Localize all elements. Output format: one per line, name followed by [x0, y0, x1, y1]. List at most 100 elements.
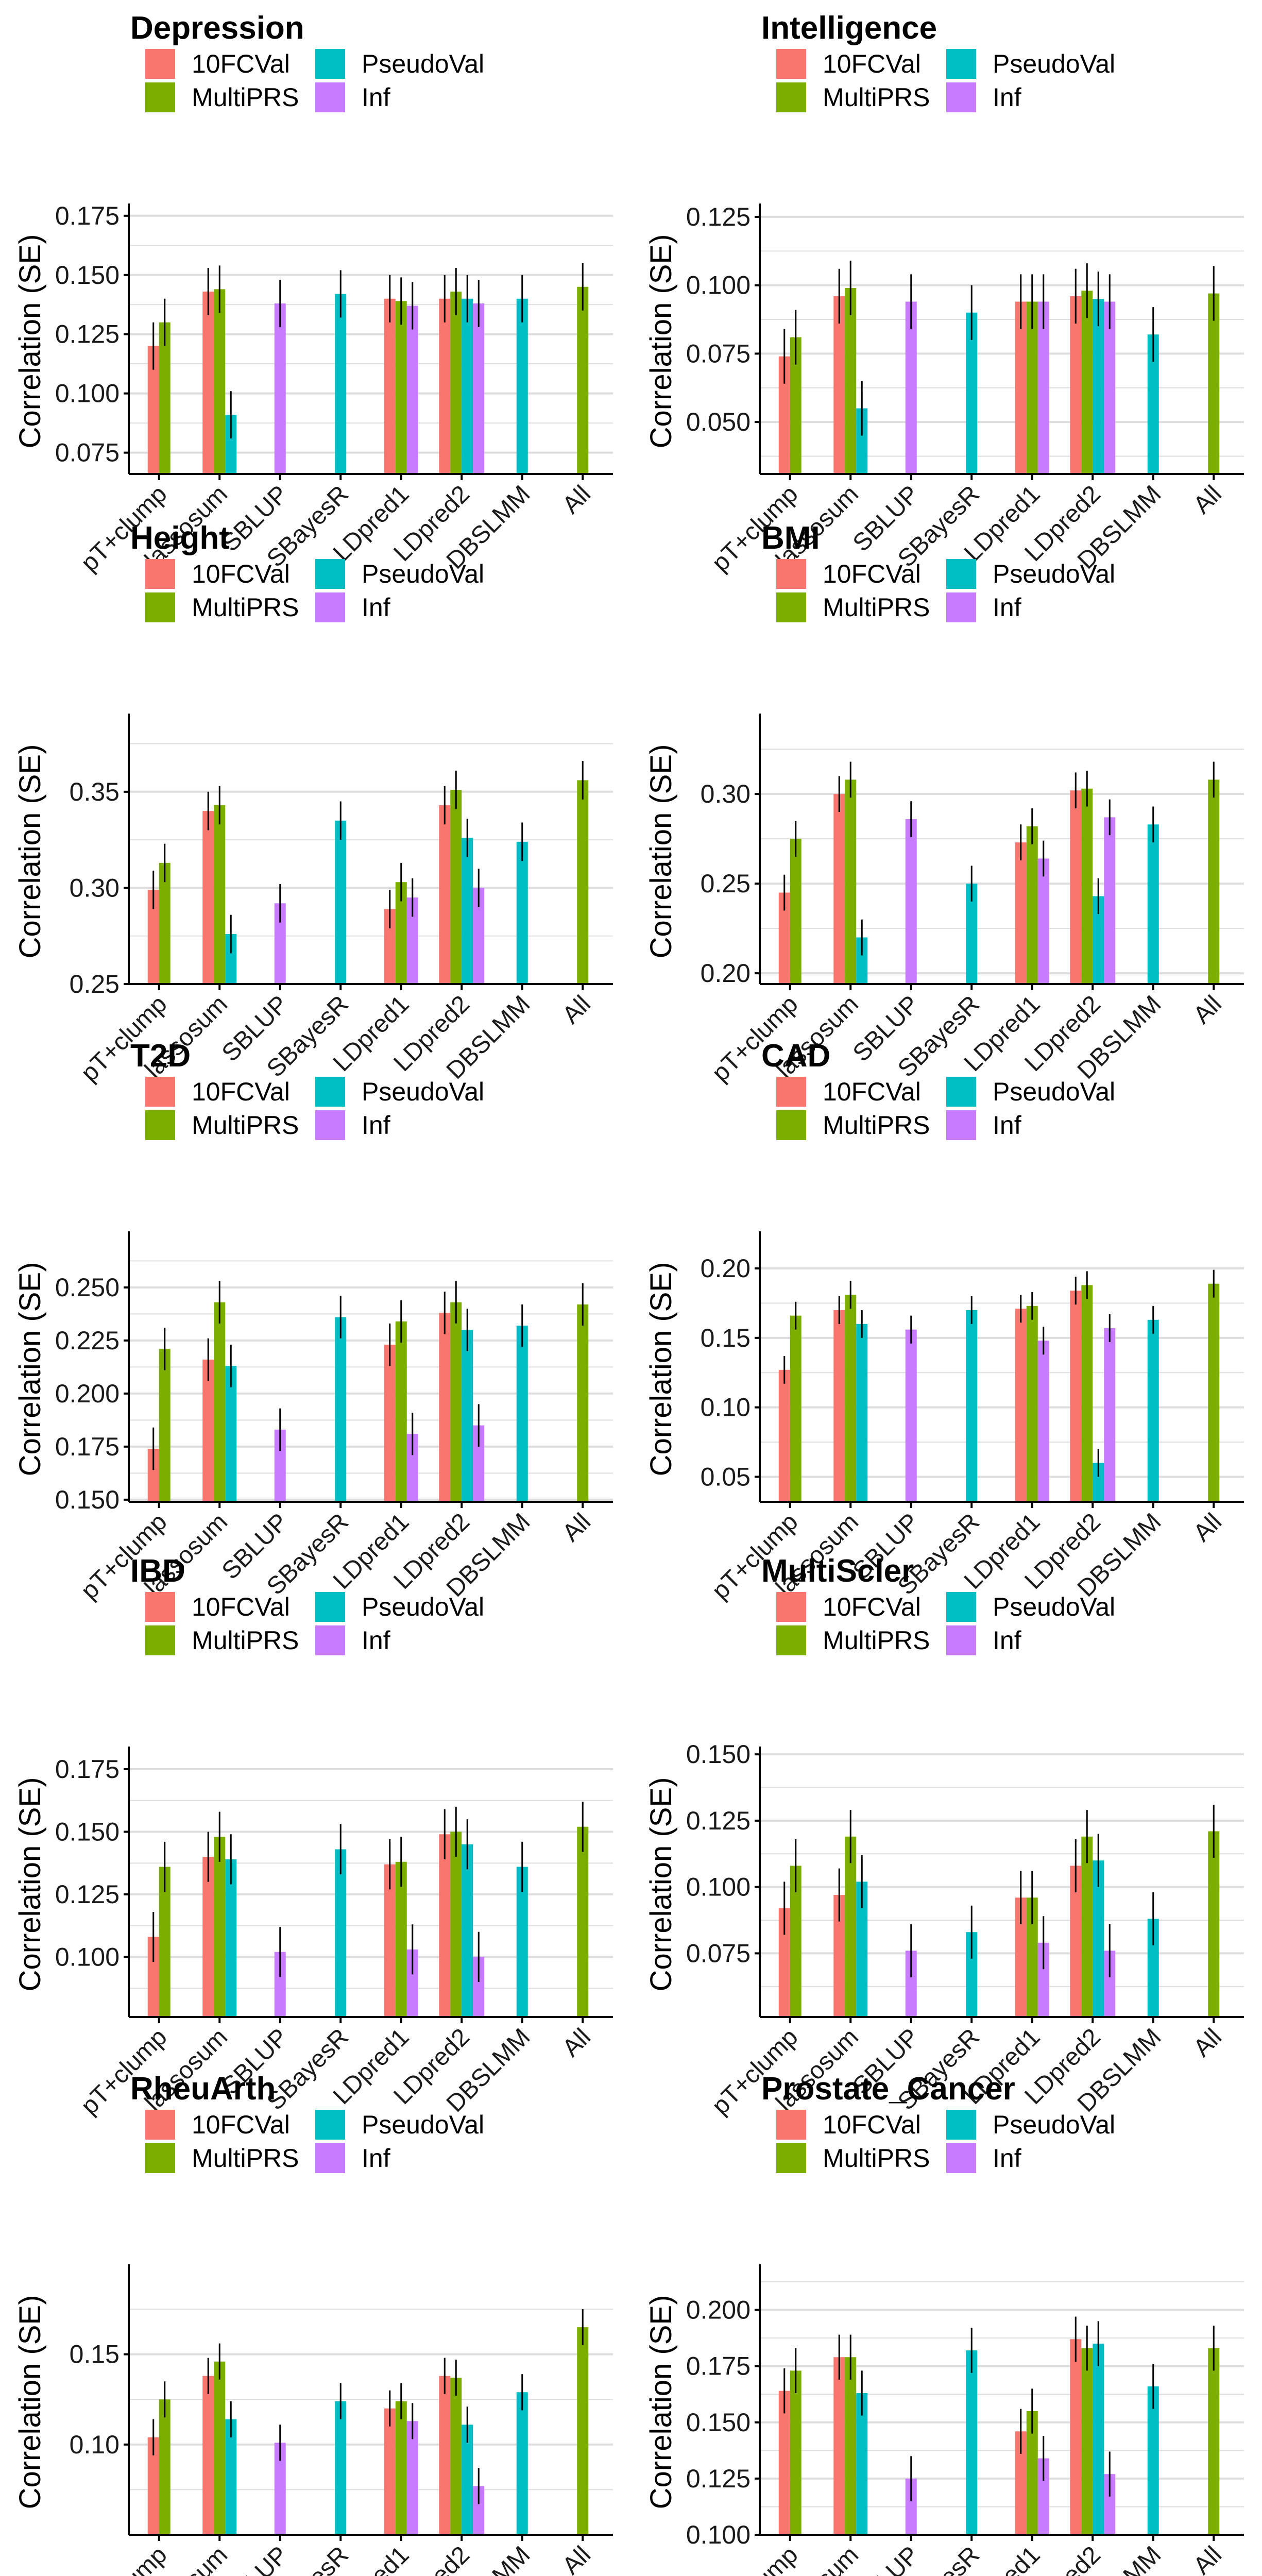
- legend-item: MultiPRS: [776, 2143, 930, 2173]
- legend-item: Inf: [315, 592, 390, 622]
- bar: [577, 1826, 589, 2017]
- y-tick-label: 0.125: [686, 202, 751, 231]
- bar: [966, 1310, 978, 1502]
- legend-label: 10FCVal: [823, 1592, 921, 1621]
- gridlines: [760, 1753, 1244, 1987]
- legend-label: 10FCVal: [192, 1592, 290, 1621]
- legend-label: Inf: [362, 593, 390, 622]
- bar: [1026, 1306, 1038, 1502]
- legend-label: 10FCVal: [192, 560, 290, 588]
- panel-title: IBD: [130, 1553, 185, 1589]
- bars: [778, 2316, 1220, 2535]
- y-tick-label: 0.05: [701, 1462, 751, 1491]
- bar: [147, 346, 159, 474]
- legend-label: Inf: [993, 593, 1021, 622]
- legend-item: Inf: [315, 2143, 390, 2173]
- legend-item: PseudoVal: [315, 559, 484, 589]
- bar: [214, 2361, 226, 2535]
- legend-item: MultiPRS: [145, 2143, 299, 2173]
- bar: [1093, 299, 1104, 474]
- chart-panel: MultiScler 10FCVal MultiPRS PseudoVal Inf 0.0…: [644, 1553, 1244, 2120]
- legend-swatch: [145, 1625, 175, 1655]
- bar: [214, 1837, 226, 2017]
- legend-item: Inf: [315, 1625, 390, 1655]
- bar: [214, 1302, 226, 1502]
- bar: [1104, 1328, 1116, 1502]
- x-tick-label: All: [557, 990, 596, 1029]
- legend-item: 10FCVal: [776, 559, 921, 589]
- bar: [1104, 2474, 1116, 2535]
- bars: [147, 761, 589, 984]
- bar: [473, 2486, 485, 2535]
- legend-item: Inf: [946, 1110, 1021, 1140]
- bar: [1037, 2458, 1049, 2535]
- bar: [473, 888, 485, 984]
- chart-panel: Depression 10FCVal MultiPRS PseudoVal Inf 0.0…: [13, 10, 613, 577]
- bar: [856, 937, 868, 984]
- gridlines: [760, 1267, 1244, 1478]
- legend-swatch: [315, 49, 345, 79]
- bar: [335, 1317, 347, 1502]
- bar: [462, 1844, 473, 2017]
- legend: 10FCVal MultiPRS PseudoVal Inf: [145, 49, 484, 112]
- bar: [1147, 334, 1159, 474]
- legend-swatch: [315, 1110, 345, 1140]
- panel-title: CAD: [761, 1038, 830, 1074]
- bar: [1104, 301, 1116, 474]
- bar: [439, 805, 451, 984]
- bar: [1147, 824, 1159, 984]
- legend-label: MultiPRS: [192, 1111, 299, 1140]
- bar: [274, 2443, 286, 2535]
- y-tick-label: 0.125: [55, 320, 120, 349]
- bar: [1093, 896, 1104, 984]
- bar: [516, 1326, 528, 1502]
- bar: [406, 897, 418, 984]
- y-axis-title: Correlation (SE): [13, 1777, 47, 1992]
- bar: [274, 1952, 286, 2017]
- bar: [225, 1366, 237, 1502]
- bar: [225, 1859, 237, 2017]
- y-tick-label: 0.150: [55, 261, 120, 290]
- legend-label: Inf: [362, 1111, 390, 1140]
- bar: [147, 2437, 159, 2535]
- y-axis-title: Correlation (SE): [13, 2295, 47, 2510]
- bar: [845, 779, 857, 984]
- y-tick-label: 0.15: [70, 2340, 120, 2369]
- gridlines: [129, 1260, 613, 1501]
- legend-swatch: [776, 1592, 806, 1622]
- legend-swatch: [145, 1592, 175, 1622]
- legend-swatch: [776, 1110, 806, 1140]
- bar: [1208, 2348, 1220, 2535]
- bar: [450, 1302, 462, 1502]
- x-tick-label: All: [1188, 990, 1227, 1029]
- bar: [790, 1866, 801, 2017]
- legend-swatch: [145, 559, 175, 589]
- legend-item: MultiPRS: [776, 592, 930, 622]
- bars: [147, 1802, 589, 2017]
- legend-label: PseudoVal: [993, 2110, 1115, 2139]
- bar: [577, 2327, 589, 2535]
- gridlines: [760, 2281, 1244, 2536]
- legend-swatch: [946, 49, 976, 79]
- bar: [966, 312, 978, 474]
- bar: [516, 1867, 528, 2017]
- chart-panel: RheuArth10FCValMultiPRSPseudoValInf0.100…: [13, 2071, 613, 2576]
- gridlines: [129, 1768, 613, 1989]
- x-tick-label: All: [557, 480, 596, 519]
- x-tick-label: pT+clump: [76, 2541, 172, 2576]
- y-tick-label: 0.100: [686, 2520, 751, 2549]
- x-tick-label: All: [1188, 1508, 1227, 1547]
- bar: [1015, 301, 1027, 474]
- legend-label: Inf: [993, 83, 1021, 112]
- gridlines: [129, 743, 613, 985]
- bar: [966, 884, 978, 984]
- legend-label: MultiPRS: [192, 593, 299, 622]
- y-tick-label: 0.150: [686, 1740, 751, 1769]
- legend-swatch: [776, 2110, 806, 2140]
- bar: [202, 1359, 214, 1502]
- legend: 10FCVal MultiPRS PseudoVal Inf: [776, 1592, 1115, 1655]
- bar: [450, 291, 462, 474]
- bar: [1208, 779, 1220, 984]
- bar: [856, 408, 868, 474]
- y-tick-label: 0.075: [55, 438, 120, 467]
